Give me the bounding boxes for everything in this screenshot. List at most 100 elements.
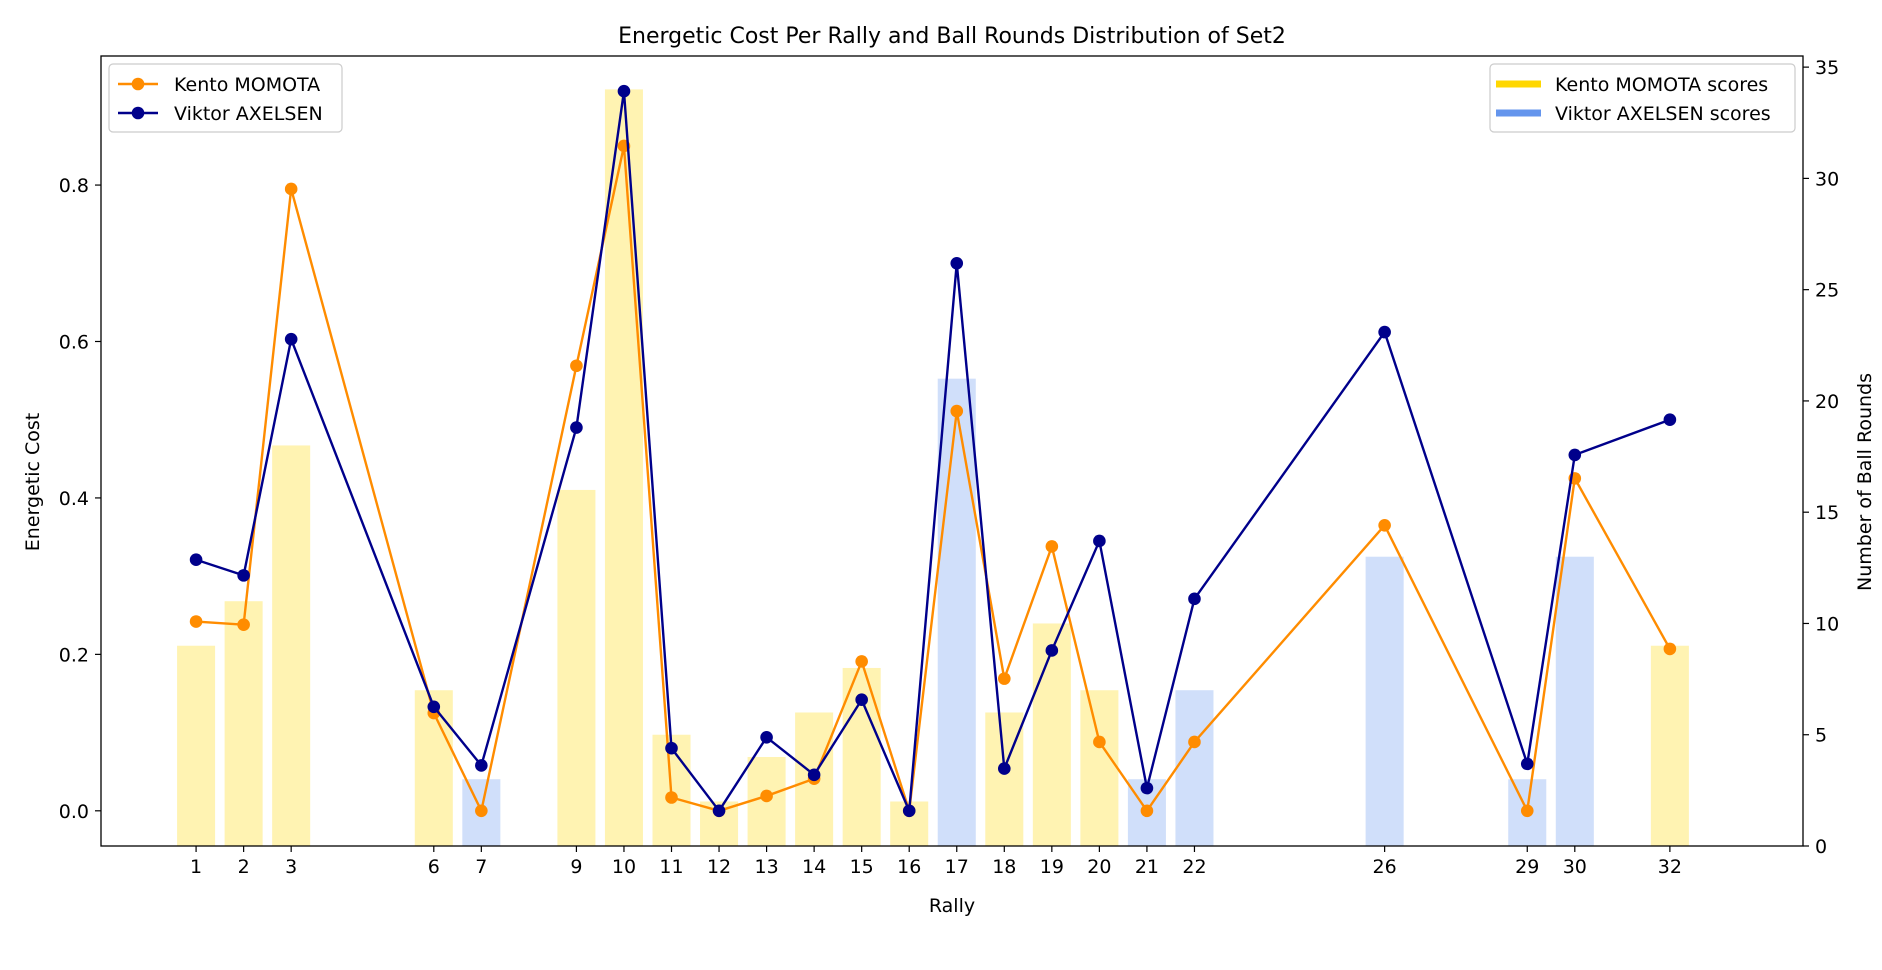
point-viktor-axelsen-rally-3 [284, 332, 298, 346]
x-tick-label-29: 29 [1515, 856, 1539, 878]
point-viktor-axelsen-rally-18 [997, 762, 1011, 775]
legend-label: Kento MOMOTA scores [1555, 74, 1768, 96]
point-kento-momota-rally-21 [1140, 804, 1154, 818]
bar-rally-10 [604, 89, 643, 847]
point-kento-momota-rally-22 [1188, 735, 1201, 749]
bar-rally-30 [1555, 556, 1594, 846]
x-tick-label-22: 22 [1182, 856, 1206, 878]
legend-marker [131, 106, 145, 120]
point-viktor-axelsen-rally-9 [570, 421, 583, 434]
y-right-tick-label: 20 [1815, 391, 1839, 413]
bar-rally-17 [937, 378, 976, 846]
legend-marker [131, 77, 145, 91]
point-kento-momota-rally-11 [665, 791, 678, 804]
x-tick-label-10: 10 [612, 856, 636, 878]
point-viktor-axelsen-rally-1 [189, 553, 203, 567]
point-viktor-axelsen-rally-2 [237, 569, 250, 582]
bar-rally-3 [272, 445, 311, 846]
legend-players: Kento MOMOTA Viktor AXELSEN [108, 63, 343, 133]
point-kento-momota-rally-18 [997, 672, 1011, 685]
bar-rally-20 [1080, 690, 1119, 846]
bar-rally-19 [1032, 623, 1071, 846]
y-left-tick-label: 0.8 [59, 175, 89, 197]
x-tick-label-30: 30 [1563, 856, 1587, 878]
legend-label: Kento MOMOTA [174, 74, 320, 96]
point-viktor-axelsen-rally-21 [1140, 781, 1154, 795]
bar-rally-26 [1365, 556, 1404, 846]
bar-rally-32 [1650, 645, 1689, 846]
point-kento-momota-rally-32 [1663, 642, 1677, 656]
x-tick-label-19: 19 [1040, 856, 1064, 878]
point-viktor-axelsen-rally-26 [1378, 325, 1391, 339]
x-tick-label-21: 21 [1135, 856, 1159, 878]
point-viktor-axelsen-rally-16 [902, 804, 916, 818]
legend-players-box [108, 63, 343, 133]
x-tick-label-11: 11 [659, 856, 683, 878]
y-axis-left: 0.0 0.2 0.4 0.6 0.8 [59, 175, 101, 823]
point-viktor-axelsen-rally-29 [1520, 757, 1534, 771]
point-viktor-axelsen-rally-12 [712, 804, 726, 818]
point-viktor-axelsen-rally-7 [475, 759, 488, 772]
point-viktor-axelsen-rally-11 [665, 741, 678, 755]
point-kento-momota-rally-1 [189, 615, 203, 628]
y-left-tick-label: 0.6 [59, 331, 89, 353]
point-kento-momota-rally-13 [760, 789, 773, 803]
point-viktor-axelsen-rally-13 [760, 730, 773, 744]
y-axis-left-label: Energetic Cost [22, 413, 44, 551]
y-axis-right-label: Number of Ball Rounds [1854, 373, 1876, 591]
point-viktor-axelsen-rally-30 [1568, 448, 1582, 462]
x-tick-label-15: 15 [850, 856, 874, 878]
x-tick-label-18: 18 [992, 856, 1016, 878]
x-tick-label-26: 26 [1373, 856, 1397, 878]
bars-layer [177, 89, 1689, 847]
y-right-tick-label: 25 [1815, 280, 1839, 302]
bar-rally-1 [177, 645, 216, 846]
x-tick-label-7: 7 [475, 856, 487, 878]
y-right-tick-label: 15 [1815, 502, 1839, 524]
lines-layer [189, 84, 1677, 818]
y-axis-right: 0 5 10 15 20 25 30 35 [1803, 57, 1839, 858]
point-kento-momota-rally-3 [284, 182, 298, 196]
x-tick-label-2: 2 [238, 856, 250, 878]
x-tick-label-20: 20 [1087, 856, 1111, 878]
point-viktor-axelsen-rally-14 [807, 768, 821, 782]
x-tick-label-1: 1 [190, 856, 202, 878]
point-viktor-axelsen-rally-32 [1663, 413, 1677, 427]
x-tick-label-6: 6 [428, 856, 440, 878]
plot-frame [100, 55, 1804, 847]
point-viktor-axelsen-rally-20 [1093, 534, 1106, 548]
y-left-tick-label: 0.2 [59, 644, 89, 666]
x-tick-label-16: 16 [897, 856, 921, 878]
point-kento-momota-rally-7 [475, 804, 488, 818]
point-kento-momota-rally-2 [237, 618, 250, 631]
x-tick-label-14: 14 [802, 856, 826, 878]
bar-rally-22 [1175, 690, 1214, 846]
y-left-tick-label: 0.4 [59, 488, 89, 510]
point-viktor-axelsen-rally-22 [1188, 592, 1201, 606]
x-tick-label-3: 3 [285, 856, 297, 878]
point-kento-momota-rally-19 [1045, 540, 1059, 553]
point-kento-momota-rally-26 [1378, 519, 1391, 532]
legend-label: Viktor AXELSEN scores [1555, 103, 1771, 125]
x-tick-label-12: 12 [707, 856, 731, 878]
legend-scores: Kento MOMOTA scores Viktor AXELSEN scores [1489, 63, 1796, 133]
point-viktor-axelsen-rally-6 [427, 700, 441, 714]
x-tick-label-13: 13 [754, 856, 778, 878]
bar-rally-2 [224, 601, 263, 846]
point-kento-momota-rally-20 [1093, 735, 1106, 749]
chart-title: Energetic Cost Per Rally and Ball Rounds… [618, 24, 1286, 49]
x-tick-label-9: 9 [570, 856, 582, 878]
point-kento-momota-rally-15 [855, 655, 868, 668]
point-kento-momota-rally-9 [570, 359, 583, 373]
x-axis-label: Rally [929, 895, 975, 917]
y-right-tick-label: 35 [1815, 57, 1839, 79]
y-right-tick-label: 10 [1815, 613, 1839, 635]
point-viktor-axelsen-rally-10 [617, 84, 631, 98]
point-kento-momota-rally-17 [950, 404, 964, 418]
point-kento-momota-rally-29 [1520, 804, 1534, 818]
point-viktor-axelsen-rally-15 [855, 693, 868, 707]
x-tick-label-32: 32 [1658, 856, 1682, 878]
x-tick-label-17: 17 [945, 856, 969, 878]
legend-scores-box [1489, 63, 1796, 133]
